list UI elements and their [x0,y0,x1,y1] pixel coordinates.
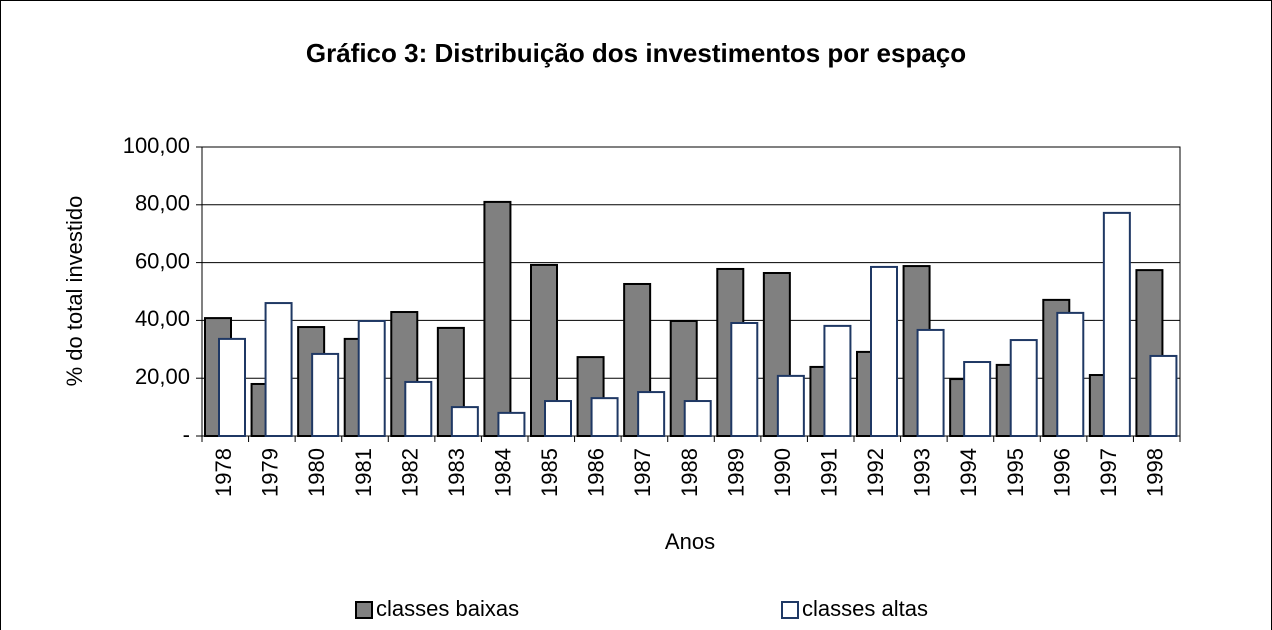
y-tick-label: 80,00 [135,191,190,216]
bar [264,302,293,437]
y-tick-label: 100,00 [123,133,190,158]
x-tick-label: 1987 [630,448,655,497]
x-tick-label: 1979 [258,448,283,497]
bar [963,361,992,437]
x-tick-label: 1996 [1049,448,1074,497]
bar [450,406,479,438]
bar [483,200,512,437]
x-tick-label: 1978 [211,448,236,497]
bar [357,319,386,437]
y-tick-label: 40,00 [135,306,190,331]
x-tick-label: 1989 [723,448,748,497]
y-tick-label: - [183,422,190,447]
x-tick-label: 1980 [304,448,329,497]
x-tick-label: 1997 [1096,448,1121,497]
x-tick-label: 1991 [817,448,842,497]
y-axis-label: % do total investido [62,196,87,387]
bar [637,391,666,437]
x-tick-label: 1988 [677,448,702,497]
x-tick-label: 1998 [1143,448,1168,497]
bar [404,380,433,437]
x-tick-label: 1983 [444,448,469,497]
bar [776,374,805,437]
bar [823,324,852,437]
x-tick-label: 1984 [491,448,516,497]
legend-swatch [355,601,373,619]
legend-swatch [781,601,799,619]
bar [590,397,619,437]
chart-title: Gráfico 3: Distribuição dos investimento… [306,38,966,68]
bar [218,337,246,437]
x-axis-label: Anos [665,529,715,554]
x-tick-label: 1992 [863,448,888,497]
x-tick-label: 1993 [910,448,935,497]
bar [870,265,898,437]
bar [730,322,759,438]
bar [1102,211,1131,437]
x-tick-label: 1994 [956,448,981,497]
y-tick-label: 60,00 [135,248,190,273]
bar [1009,339,1038,437]
legend-label: classes altas [802,596,928,621]
x-tick-label: 1986 [584,448,609,497]
bar [683,400,712,438]
x-tick-label: 1985 [537,448,562,497]
bar [1056,311,1085,437]
x-tick-label: 1981 [351,448,376,497]
bar [544,400,572,438]
x-tick-label: 1995 [1003,448,1028,497]
x-tick-label: 1990 [770,448,795,497]
y-tick-label: 20,00 [135,364,190,389]
bar [311,352,340,438]
bar [916,328,945,438]
x-tick-label: 1982 [397,448,422,497]
bar [1149,354,1178,437]
bar [497,411,526,438]
legend-label: classes baixas [376,596,519,621]
